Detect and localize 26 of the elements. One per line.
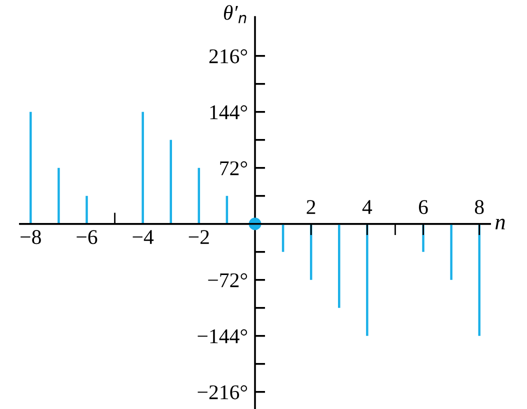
bar <box>142 112 144 224</box>
x2-tick-label: 6 <box>418 200 428 214</box>
bar <box>478 224 480 336</box>
bar <box>30 112 32 224</box>
x-tick-label: −8 <box>20 230 41 244</box>
x-tick-label: −4 <box>132 230 154 244</box>
x2-tick-label: 2 <box>306 200 316 214</box>
y-axis-title: θ′$_{n}$ <box>224 5 246 24</box>
bar <box>86 196 88 224</box>
bar <box>58 168 60 224</box>
x2-tick-label: 8 <box>474 200 484 214</box>
y-tick-label: −144° <box>198 329 248 344</box>
bar <box>338 224 340 308</box>
y-tick-label: 216° <box>209 49 248 64</box>
x2-tick-label: 4 <box>362 200 372 214</box>
y-tick-label: 72° <box>220 161 248 176</box>
bar <box>366 224 368 336</box>
bar <box>198 168 200 224</box>
bar <box>170 140 172 224</box>
x-tick-label: −6 <box>76 230 98 244</box>
y-tick-label: −216° <box>198 385 248 400</box>
bar <box>450 224 452 280</box>
y-tick-label: 144° <box>210 105 248 120</box>
y-tick-label: −72° <box>208 273 248 288</box>
x-tick-label: −2 <box>188 230 209 244</box>
x-axis-title: n <box>495 218 505 230</box>
